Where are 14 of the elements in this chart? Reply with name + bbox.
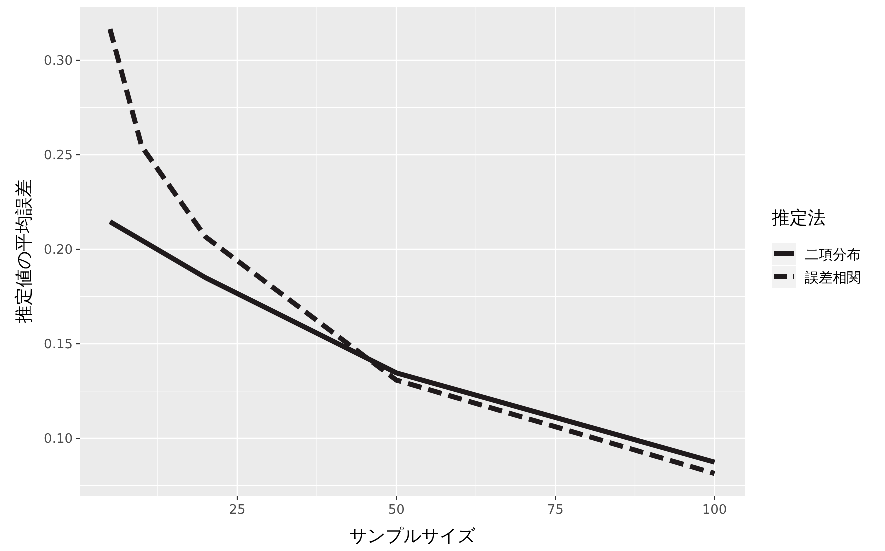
- x-tick-label: 25: [229, 503, 246, 518]
- y-tick-label: 0.15: [44, 338, 73, 353]
- x-tick-label: 100: [702, 503, 728, 518]
- y-tick-label: 0.20: [44, 243, 73, 258]
- legend-label: 二項分布: [805, 248, 861, 264]
- x-tick-label: 50: [388, 503, 405, 518]
- legend-label: 誤差相関: [805, 270, 861, 286]
- y-axis-title: 推定値の平均誤差: [14, 180, 35, 324]
- x-tick-label: 75: [547, 503, 564, 518]
- y-tick-label: 0.25: [44, 148, 73, 164]
- legend-title: 推定法: [772, 208, 826, 229]
- y-tick-label: 0.10: [44, 432, 73, 448]
- y-tick-label: 0.30: [44, 54, 73, 69]
- x-axis-title: サンプルサイズ: [350, 526, 476, 547]
